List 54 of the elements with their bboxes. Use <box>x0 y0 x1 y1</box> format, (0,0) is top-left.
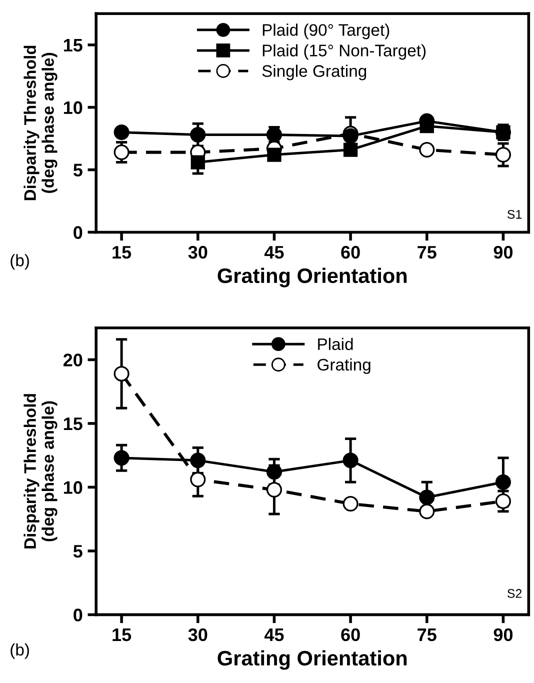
y-tick-label: 10 <box>64 481 82 494</box>
y-tick-label: 15 <box>64 39 82 52</box>
x-tick-label: 45 <box>264 628 284 642</box>
point <box>419 504 435 520</box>
x-tick-label: 15 <box>112 628 132 642</box>
y-tick-label: 10 <box>64 101 82 114</box>
point <box>190 155 205 170</box>
x-tick-label: 15 <box>112 246 132 259</box>
y-tick-label: 20 <box>63 354 82 366</box>
x-tick-label: 75 <box>418 628 436 642</box>
legend-label: Plaid (90° Target) <box>262 24 390 40</box>
x-tick-label: 90 <box>494 628 513 642</box>
x-axis-title: Grating Orientation <box>218 268 407 288</box>
point <box>266 482 282 498</box>
point <box>342 496 358 512</box>
point <box>190 452 206 468</box>
y-axis-title: Disparity Threshold (deg phase angle) <box>24 394 58 548</box>
y-axis-title: Disparity Threshold (deg phase angle) <box>24 46 58 200</box>
y-tick-label: 0 <box>74 608 82 622</box>
point <box>419 490 435 506</box>
x-tick-label: 90 <box>494 246 513 259</box>
y-tick-label: 5 <box>73 164 82 176</box>
x-tick-label: 60 <box>341 628 360 642</box>
point <box>114 124 130 140</box>
x-tick-label: 45 <box>264 246 284 259</box>
point <box>495 474 511 490</box>
y-tick-label: 15 <box>64 418 82 430</box>
point <box>343 142 358 157</box>
x-tick-label: 60 <box>341 246 360 259</box>
x-tick-label: 75 <box>418 246 436 259</box>
y-tick-label: 5 <box>73 545 82 558</box>
point <box>114 450 130 466</box>
x-tick-label: 30 <box>188 246 208 259</box>
point <box>495 493 511 510</box>
point <box>267 148 282 162</box>
point <box>114 366 130 382</box>
legend-label: Plaid (15° Non-Target) <box>262 44 426 60</box>
legend-label: Grating <box>318 358 370 374</box>
point <box>495 147 511 163</box>
legend-label: Single Grating <box>262 64 366 80</box>
y-tick-label: 0 <box>74 226 82 239</box>
annotation: S1 <box>507 210 522 219</box>
x-axis-title: Grating Orientation <box>218 650 407 670</box>
text: (b) <box>10 254 29 270</box>
point <box>190 127 206 143</box>
annotation: S2 <box>507 589 522 598</box>
text: (b) <box>10 643 29 659</box>
point <box>342 452 358 468</box>
point <box>266 464 282 480</box>
point <box>190 472 206 488</box>
point <box>114 144 130 160</box>
point <box>419 142 435 158</box>
legend-label: Plaid <box>318 338 353 350</box>
x-tick-label: 30 <box>188 628 208 642</box>
